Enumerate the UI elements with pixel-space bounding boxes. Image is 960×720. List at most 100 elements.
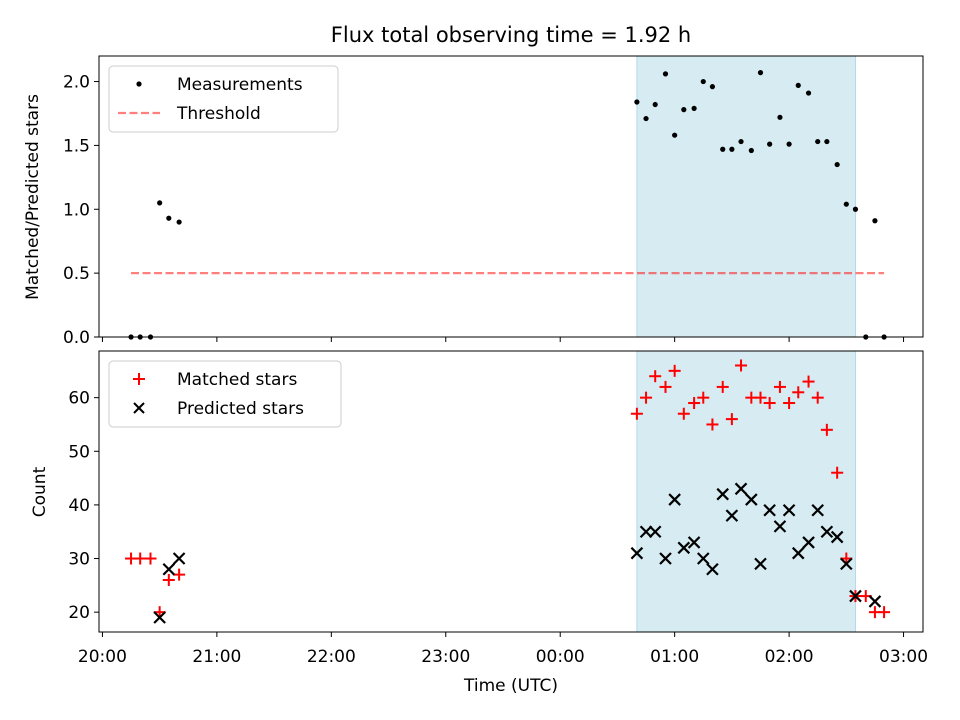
legend-measurements-label: Measurements — [177, 75, 303, 95]
xtick-label: 03:00 — [879, 647, 928, 667]
matched-star-point — [144, 552, 157, 565]
measurement-point — [691, 105, 697, 111]
matched-star-point — [792, 386, 805, 399]
measurement-point — [643, 115, 649, 122]
measurement-point — [767, 141, 773, 147]
bottom-plot-frame — [98, 350, 924, 633]
matched-star-point — [659, 380, 672, 393]
predicted-star-point — [162, 562, 176, 576]
bot-ytick-label: 60 — [68, 389, 90, 409]
predicted-star-point — [811, 503, 824, 517]
measurement-point — [672, 132, 678, 138]
top-legend-box — [108, 65, 339, 133]
predicted-star-point — [820, 525, 834, 538]
top-ytick-label: 2.0 — [63, 73, 90, 93]
measurement-point — [748, 147, 754, 154]
xtick-label: 22:00 — [307, 647, 356, 667]
predicted-star-point — [696, 552, 710, 565]
xtick-label: 23:00 — [421, 647, 470, 667]
predicted-star-point — [172, 552, 186, 565]
bot-ytick-label: 40 — [68, 496, 90, 516]
predicted-star-point — [687, 536, 701, 549]
measurement-point — [662, 71, 669, 77]
matched-star-point — [820, 423, 833, 436]
xtick-label: 01:00 — [650, 647, 699, 667]
measurement-point — [720, 146, 726, 152]
measurement-point — [700, 78, 706, 85]
top-ytick-label: 0.5 — [63, 264, 90, 284]
predicted-star-point — [630, 546, 644, 560]
matched-star-point — [688, 397, 701, 410]
predicted-star-point — [153, 611, 166, 624]
predicted-star-point — [830, 530, 844, 544]
measurement-point — [757, 70, 764, 76]
top-ytick-label: 0.0 — [63, 328, 90, 348]
bottom-y-axis-label: Count — [30, 466, 50, 517]
predicted-star-point — [791, 546, 805, 560]
measurement-point — [872, 218, 878, 224]
bottom-panel: 20 30 40 50 60 20:00 21:00 22:00 23:00 00:00 01:0… — [30, 350, 928, 696]
predicted-star-point — [725, 509, 739, 522]
bot-ytick-label: 50 — [68, 442, 90, 462]
matched-star-point — [706, 418, 719, 431]
measurement-point — [795, 82, 801, 88]
matched-star-point — [630, 407, 643, 420]
predicted-star-point — [677, 541, 691, 555]
measurement-point — [166, 215, 172, 221]
measurement-point — [843, 201, 849, 207]
predicted-star-point — [849, 589, 862, 603]
measurement-point — [777, 114, 783, 120]
matched-star-point — [162, 573, 175, 586]
predicted-star-point — [716, 487, 730, 501]
predicted-star-point — [639, 525, 653, 538]
predicted-star-point — [840, 557, 853, 571]
xtick-label: 00:00 — [536, 647, 585, 667]
measurement-point — [786, 141, 792, 147]
bottom-legend-box — [108, 360, 342, 428]
top-ytick-label: 1.5 — [63, 136, 90, 156]
measurement-point — [738, 138, 744, 145]
measurement-point — [805, 90, 812, 96]
chart-title: Flux total observing time = 1.92 h — [331, 23, 691, 47]
legend-predicted-marker — [133, 402, 145, 414]
matched-star-point — [677, 407, 690, 420]
measurement-point — [815, 138, 821, 145]
matched-star-point — [754, 391, 767, 404]
measurement-point — [852, 206, 859, 212]
bot-shaded-span — [636, 350, 856, 633]
predicted-star-point — [668, 493, 681, 506]
predicted-star-point — [763, 503, 776, 517]
measurement-point — [681, 107, 687, 113]
predicted-star-point — [782, 503, 796, 517]
top-panel: 0.00.51.01.52.0 Matched/Predicted stars … — [23, 55, 924, 348]
matched-star-point — [649, 370, 662, 383]
matched-star-point — [773, 380, 786, 393]
predicted-star-point — [745, 493, 758, 506]
matched-star-point — [831, 466, 844, 479]
matched-star-point — [640, 391, 653, 404]
measurement-point — [824, 138, 830, 145]
measurement-point — [709, 84, 716, 90]
measurement-point — [634, 99, 640, 105]
predicted-star-point — [868, 595, 882, 608]
xtick-label: 02:00 — [765, 647, 814, 667]
bot-ytick-label: 30 — [68, 550, 90, 570]
matched-star-point — [725, 413, 738, 426]
measurement-point — [652, 101, 658, 108]
matched-star-point — [763, 397, 776, 410]
legend-matched-marker — [133, 373, 145, 385]
top-y-axis-label: Matched/Predicted stars — [23, 94, 43, 300]
matched-star-point — [802, 375, 815, 388]
matched-star-point — [716, 380, 729, 393]
measurement-point — [176, 219, 182, 225]
matched-star-point — [811, 391, 824, 404]
legend-threshold-label: Threshold — [176, 104, 261, 124]
predicted-star-point — [754, 557, 767, 571]
predicted-star-point — [734, 482, 748, 496]
predicted-star-point — [802, 536, 815, 549]
legend-measurements-marker — [136, 81, 142, 87]
top-plot-frame — [98, 55, 924, 338]
measurement-point — [729, 146, 735, 152]
predicted-star-point — [648, 525, 662, 538]
